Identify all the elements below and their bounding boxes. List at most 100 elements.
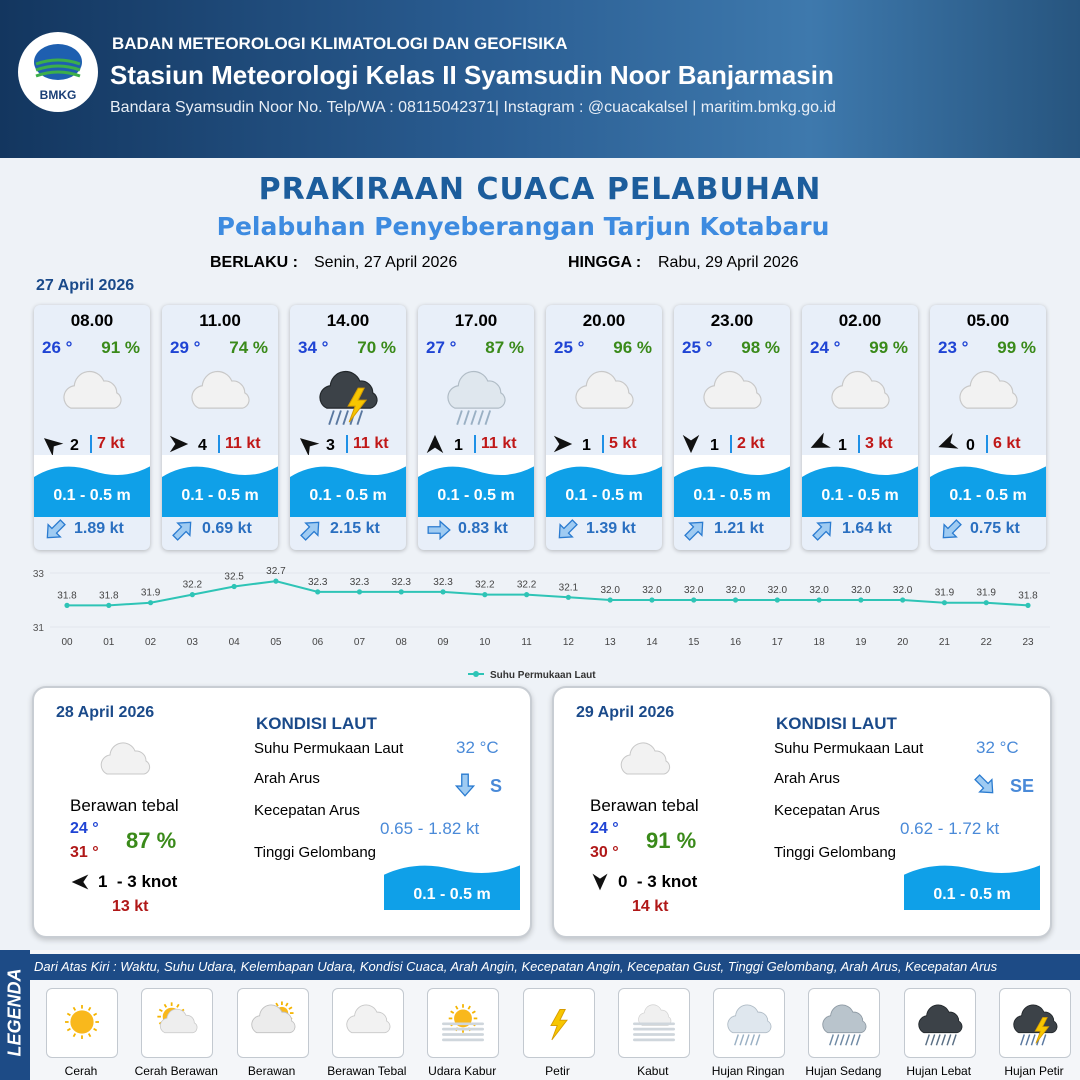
wave-fill <box>930 466 1046 517</box>
x-tick-label: 13 <box>605 637 617 648</box>
card-wave: 0.1 - 0.5 m <box>821 487 899 504</box>
sun-ray <box>66 1012 71 1017</box>
x-tick-label: 10 <box>479 637 491 648</box>
current-arrow <box>974 774 994 794</box>
card-humidity: 74 % <box>229 338 268 357</box>
weather-icon <box>346 1004 391 1034</box>
x-tick-label: 05 <box>270 637 282 648</box>
rain <box>829 1034 835 1046</box>
legend-strip: LEGENDA <box>0 950 30 1080</box>
sea-speed: 0.65 - 1.82 kt <box>380 819 480 838</box>
legend-item: Cerah <box>64 1064 98 1078</box>
weather-icon <box>918 1004 963 1046</box>
wind-arrow <box>71 874 89 890</box>
data-label: 32.0 <box>809 585 829 596</box>
data-label: 32.0 <box>684 585 704 596</box>
card-current: 1.39 kt <box>586 520 636 537</box>
forecast-card: 05.00 23 ° 99 % 0 6 kt 0.1 - 0.5 m 0.75 kt <box>930 305 1046 550</box>
card-gust: 11 kt <box>474 435 517 453</box>
today-date: 27 April 2026 <box>36 277 135 294</box>
weather-icon <box>447 370 506 425</box>
forecast-card: 17.00 27 ° 87 % 1 11 kt 0.1 - 0.5 m 0.83 kt <box>418 305 534 550</box>
data-label: 32.0 <box>851 585 871 596</box>
x-tick-label: 17 <box>772 637 784 648</box>
arrow <box>684 521 704 541</box>
sst-point <box>356 589 363 595</box>
weather-icon <box>727 1004 772 1046</box>
current-arrow <box>812 521 832 541</box>
sst-point <box>482 592 488 598</box>
logo-wave <box>35 58 81 66</box>
weather-icon <box>632 1004 675 1042</box>
org-name: BADAN METEOROLOGI KLIMATOLOGI DAN GEOFIS… <box>112 34 568 53</box>
rain <box>744 1034 750 1046</box>
wind-arrow <box>43 438 64 457</box>
sea-speed-label: Kecepatan Arus <box>774 802 880 819</box>
cloud <box>1013 1004 1058 1034</box>
wind-arrow <box>169 435 189 453</box>
forecast-card: 02.00 24 ° 99 % 1 3 kt 0.1 - 0.5 m 1.64 kt <box>802 305 918 550</box>
day-panel: 29 April 2026 Berawan tebal 24 ° 30 ° 91 % 0 … <box>552 686 1052 938</box>
rain <box>840 1034 846 1046</box>
forecast-card: 23.00 25 ° 98 % 1 2 kt 0.1 - 0.5 m 1.21 kt <box>674 305 790 550</box>
sea-dir-label: Arah Arus <box>774 770 840 787</box>
rain <box>342 410 349 425</box>
x-tick-label: 08 <box>396 637 408 648</box>
sea-sst-label: Suhu Permukaan Laut <box>254 740 404 757</box>
card-wave: 0.1 - 0.5 m <box>53 487 131 504</box>
card-temp: 23 ° <box>938 338 969 357</box>
sst-point <box>106 602 112 608</box>
rain <box>935 1034 941 1046</box>
legend-label: Suhu Permukaan Laut <box>490 670 596 681</box>
sst-chart: 31 33 31.8 00 31.8 01 31.9 02 32.2 03 32.5 04 32.7 05… <box>33 566 1050 681</box>
sst-point <box>231 583 237 590</box>
sea-wave: 0.1 - 0.5 m <box>933 886 1011 903</box>
sst-point <box>858 597 864 603</box>
legend-item: Hujan Lebat <box>906 1064 972 1078</box>
day-weather: Berawan tebal <box>70 796 179 815</box>
card-temp: 25 ° <box>682 338 713 357</box>
sea-title: KONDISI LAUT <box>256 714 377 733</box>
current-arrow <box>684 521 704 541</box>
wind-arrow <box>299 438 320 457</box>
logo-mark <box>34 44 82 80</box>
wave-fill <box>34 466 150 517</box>
wave <box>674 466 790 517</box>
contact: Bandara Syamsudin Noor No. Telp/WA : 081… <box>110 99 836 116</box>
day-temp-max: 31 ° <box>70 844 99 861</box>
sst-point <box>273 578 279 584</box>
card-wind: 2 <box>70 437 79 454</box>
valid-to: Rabu, 29 April 2026 <box>658 254 799 271</box>
card-current: 0.83 kt <box>458 520 508 537</box>
logo-arc <box>34 44 82 80</box>
wave <box>34 466 150 517</box>
sun-ray <box>72 1033 77 1038</box>
card-wave: 0.1 - 0.5 m <box>565 487 643 504</box>
wind-arrow <box>426 434 444 454</box>
x-tick-label: 18 <box>814 637 826 648</box>
sst-point <box>1025 602 1031 608</box>
card-current: 1.89 kt <box>74 520 124 537</box>
legend-title: LEGENDA <box>4 968 25 1057</box>
rain <box>1025 1034 1031 1046</box>
sun-ray <box>87 1006 92 1011</box>
legend-box <box>522 988 595 1058</box>
card-current: 0.69 kt <box>202 520 252 537</box>
current-arrow <box>454 773 476 797</box>
rain <box>463 410 470 425</box>
x-tick-label: 01 <box>103 637 115 648</box>
cloud <box>346 1004 391 1034</box>
legend-item: Hujan Ringan <box>711 1064 785 1078</box>
wave-fill <box>904 865 1040 910</box>
valid-from: Senin, 27 April 2026 <box>314 254 458 271</box>
arrow <box>426 434 444 454</box>
rain <box>470 410 477 425</box>
valid-from-label: BERLAKU : <box>210 254 298 271</box>
legend-box <box>617 988 690 1058</box>
card-wind: 1 <box>710 437 719 454</box>
legend-item: Berawan <box>247 1064 296 1078</box>
legend-item: Udara Kabur <box>428 1064 497 1078</box>
data-label: 32.3 <box>392 577 412 588</box>
arrow <box>812 521 832 541</box>
